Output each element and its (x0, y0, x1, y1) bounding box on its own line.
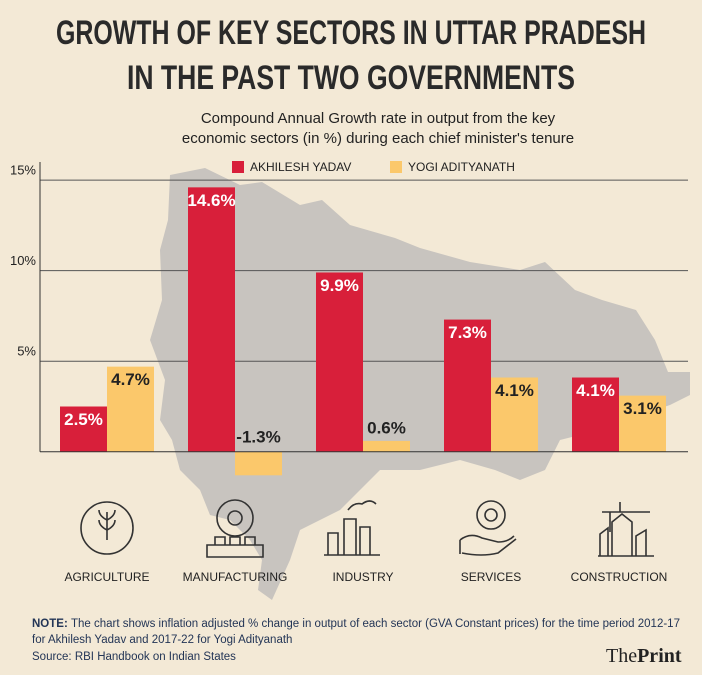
value-label: 9.9% (320, 276, 359, 295)
value-label: -1.3% (236, 427, 280, 446)
value-label: 14.6% (187, 191, 235, 210)
x-tick-label: SERVICES (461, 570, 521, 584)
value-label: 2.5% (64, 410, 103, 429)
legend-swatch (232, 161, 244, 173)
note-label: NOTE: (32, 618, 68, 630)
bar (572, 377, 619, 452)
bar (235, 451, 282, 476)
legend-label: AKHILESH YADAV (250, 160, 351, 174)
bar (363, 440, 410, 452)
value-label: 3.1% (623, 399, 662, 418)
x-tick-label: MANUFACTURING (183, 570, 288, 584)
note: NOTE: The chart shows inflation adjusted… (32, 616, 692, 648)
logo-part: Print (637, 645, 682, 667)
value-label: 0.6% (367, 418, 406, 437)
y-tick-label: 10% (10, 253, 36, 268)
bar (491, 377, 538, 452)
value-label: 4.7% (111, 370, 150, 389)
value-label: 4.1% (495, 381, 534, 400)
bar (60, 406, 107, 452)
chart-title: IN THE PAST TWO GOVERNMENTS (127, 59, 575, 97)
x-tick-label: INDUSTRY (332, 570, 393, 584)
value-label: 4.1% (576, 381, 615, 400)
bar (619, 395, 666, 452)
bar (316, 272, 363, 452)
logo: ThePrint (606, 645, 682, 668)
y-tick-label: 5% (17, 344, 36, 359)
x-tick-label: AGRICULTURE (64, 570, 149, 584)
bar (107, 366, 154, 452)
legend-swatch (390, 161, 402, 173)
note-text: The chart shows inflation adjusted % cha… (32, 618, 680, 646)
value-label: 7.3% (448, 323, 487, 342)
bar (444, 319, 491, 452)
subtitle: Compound Annual Growth rate in output fr… (201, 110, 556, 127)
x-tick-label: CONSTRUCTION (571, 570, 668, 584)
icons (80, 499, 654, 558)
y-tick-label: 15% (10, 163, 36, 178)
legend-label: YOGI ADITYANATH (408, 160, 515, 174)
subtitle: economic sectors (in %) during each chie… (182, 130, 574, 147)
chart-title: GROWTH OF KEY SECTORS IN UTTAR PRADESH (56, 14, 646, 52)
logo-part: The (606, 645, 638, 667)
bar (188, 187, 235, 452)
source: Source: RBI Handbook on Indian States (32, 651, 236, 663)
map-silhouette (150, 168, 690, 600)
